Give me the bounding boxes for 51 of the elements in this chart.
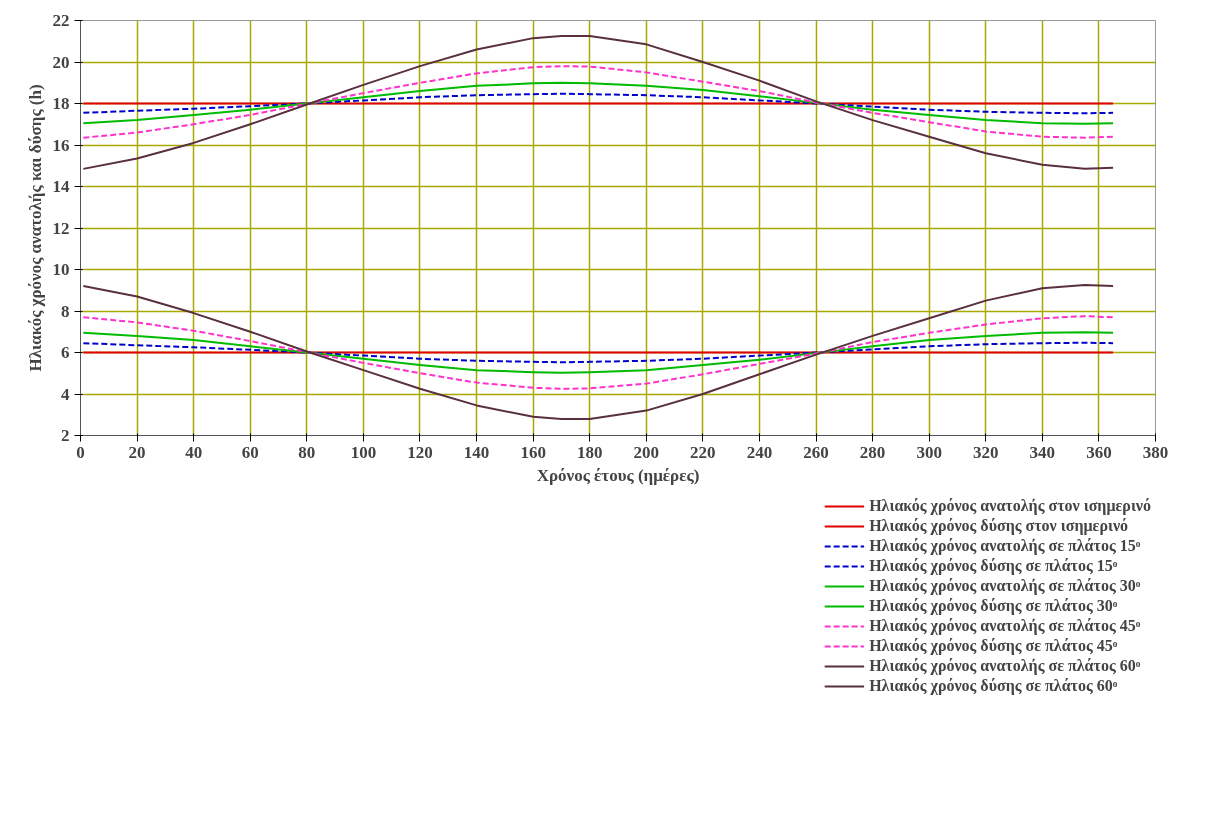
y-tick-label: 16 xyxy=(52,135,70,155)
y-tick-label: 6 xyxy=(61,343,70,362)
legend-label: Ηλιακός χρόνος δύσης σε πλάτος 15ᵒ xyxy=(869,557,1118,575)
x-tick-label: 260 xyxy=(803,442,829,462)
y-tick-label: 18 xyxy=(52,94,70,113)
x-tick-label: 280 xyxy=(859,442,886,462)
line-series xyxy=(82,65,1115,139)
x-tick-label: 380 xyxy=(1142,442,1169,462)
y-tick-label: 8 xyxy=(61,301,70,321)
legend-label: Ηλιακός χρόνος δύσης σε πλάτος 45ᵒ xyxy=(869,637,1118,655)
x-tick-label: 360 xyxy=(1086,442,1112,462)
x-tick-label: 0 xyxy=(76,442,85,462)
line-series xyxy=(82,331,1115,374)
line-series xyxy=(82,341,1115,364)
legend-label: Ηλιακός χρόνος ανατολής σε πλάτος 15ᵒ xyxy=(869,537,1141,555)
x-tick-label: 40 xyxy=(185,442,203,462)
y-tick-label: 22 xyxy=(52,11,70,30)
legend-label: Ηλιακός χρόνος δύσης σε πλάτος 60ᵒ xyxy=(869,677,1118,695)
x-tick-label: 180 xyxy=(576,442,603,462)
x-tick-label: 220 xyxy=(690,442,716,462)
x-tick-label: 100 xyxy=(350,442,377,462)
x-tick-label: 120 xyxy=(407,442,433,462)
y-tick-label: 12 xyxy=(52,218,70,238)
x-tick-label: 160 xyxy=(520,442,546,462)
y-tick-label: 2 xyxy=(61,426,70,445)
legend-label: Ηλιακός χρόνος δύσης στον ισημερινό xyxy=(869,517,1129,535)
y-axis-title: Ηλιακός χρόνος ανατολής και δύσης (h) xyxy=(25,84,45,372)
x-tick-label: 320 xyxy=(973,442,999,462)
legend-label: Ηλιακός χρόνος ανατολής σε πλάτος 30ᵒ xyxy=(869,577,1141,595)
x-tick-label: 80 xyxy=(298,442,316,462)
x-tick-label: 340 xyxy=(1029,442,1056,462)
legend-label: Ηλιακός χρόνος ανατολής σε πλάτος 60ᵒ xyxy=(869,657,1141,675)
y-tick-label: 14 xyxy=(52,177,70,196)
legend-label: Ηλιακός χρόνος ανατολής σε πλάτος 45ᵒ xyxy=(869,617,1141,635)
legend-label: Ηλιακός χρόνος ανατολής στον ισημερινό xyxy=(869,497,1151,515)
x-tick-label: 300 xyxy=(916,442,942,462)
line-series xyxy=(82,92,1115,115)
x-tick-label: 20 xyxy=(128,442,146,462)
y-tick-label: 20 xyxy=(52,52,70,72)
legend-label: Ηλιακός χρόνος δύσης σε πλάτος 30ᵒ xyxy=(869,597,1118,615)
line-series xyxy=(82,284,1115,420)
line-series xyxy=(82,81,1115,125)
x-tick-label: 200 xyxy=(633,442,660,462)
y-tick-label: 10 xyxy=(52,260,70,279)
y-tick-label: 4 xyxy=(61,384,70,404)
line-series xyxy=(82,35,1115,170)
x-tick-label: 60 xyxy=(241,442,259,462)
x-tick-label: 240 xyxy=(746,442,773,462)
line-series xyxy=(82,315,1115,390)
x-tick-label: 140 xyxy=(463,442,490,462)
x-axis-title: Χρόνος έτους (ημέρες) xyxy=(536,465,700,485)
